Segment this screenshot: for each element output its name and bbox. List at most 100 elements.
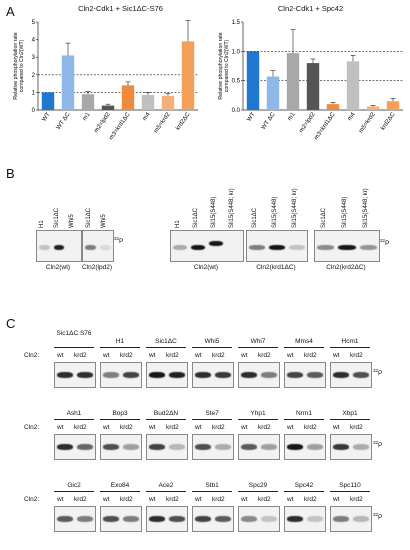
panelc-lane-wt-0-2: wt — [149, 352, 156, 359]
panelc-band-2-4-1 — [261, 516, 277, 522]
panelb-band-4-0 — [317, 245, 335, 250]
chart2-svg: Relative phosphorylation ratecompared to… — [218, 20, 403, 141]
chart1-title: Cln2-Cdk1 + Sic1ΔC-S76 — [78, 4, 163, 13]
panelc-lane-krd2-0-2: krd2 — [166, 352, 179, 359]
panelc-protein-2-5: Spc42 — [294, 482, 314, 489]
panelc-lane-wt-0-1: wt — [103, 352, 110, 359]
panelc-band-1-3-1 — [215, 444, 231, 450]
panelc-row-label-2: Cln2: — [24, 496, 40, 503]
panelc-underline-2-4 — [238, 491, 278, 492]
panelc-lane-krd2-0-6: krd2 — [350, 352, 363, 359]
chart1-xtick-label-5: m4 — [142, 111, 152, 122]
panelc-band-0-2-0 — [149, 372, 165, 378]
panelc-protein-1-4: Yhp1 — [250, 410, 266, 417]
panelc-protein-1-2: Bud2ΔN — [153, 410, 179, 417]
chart2-bar-1 — [266, 76, 280, 110]
panelc-band-2-2-0 — [149, 516, 165, 522]
panelc-band-1-5-1 — [307, 444, 323, 450]
panelb-isotope-label-right: 32P — [380, 238, 390, 248]
panelc-gel-1-0 — [54, 434, 96, 460]
panelc-band-1-5-0 — [287, 444, 303, 450]
panelb-lane-label-2-3: Sli15(S448; kr) — [229, 188, 235, 228]
panelb-gel-2 — [170, 230, 244, 262]
panelc-lane-wt-1-4: wt — [241, 424, 248, 431]
panelb-caption-4: Cln2(krd2ΔC) — [326, 264, 366, 271]
chart2-bar-2 — [286, 53, 300, 110]
chart2-ytick-label-1: 0.5 — [232, 79, 241, 85]
panelc-band-0-5-1 — [307, 372, 323, 378]
panelc-lane-krd2-2-0: krd2 — [74, 496, 87, 503]
panelc-band-0-4-0 — [241, 372, 257, 378]
panel-b: H1 Sic1ΔC Whi5 Cln2(wt) Sic1ΔC Whi5 Cln2(lpd2)… — [0, 176, 410, 311]
panelb-lane-label-0-0: H1 — [39, 220, 46, 228]
panelc-gel-0-1 — [100, 362, 142, 388]
chart2-xtick-label-5: m4 — [347, 111, 357, 122]
panelc-protein-2-1: Exo84 — [110, 482, 130, 489]
panelc-gel-0-6 — [330, 362, 372, 388]
chart1-svg: Relative phosphorylation ratecompared to… — [13, 19, 198, 141]
chart1-bar-1 — [61, 55, 75, 110]
panelc-underline-0-6 — [330, 347, 370, 348]
panelc-lane-wt-0-3: wt — [195, 352, 202, 359]
chart1-xtick-label-6: m5=krd2 — [153, 111, 172, 134]
panelb-band-1-1 — [100, 245, 111, 250]
panelc-band-0-0-1 — [77, 372, 93, 378]
chart2-xtick-label-1: WT ΔC — [261, 111, 277, 131]
panelb-lane-label-3-1: Sli15(S448) — [272, 196, 278, 228]
panelc-lane-wt-2-6: wt — [333, 496, 340, 503]
panelc-band-1-1-0 — [103, 444, 119, 450]
panelb-lane-label-4-1: Sli15(S448) — [342, 196, 348, 228]
panelb-isotope-label-left: 32P — [114, 236, 124, 246]
panelc-band-0-5-0 — [287, 372, 303, 378]
panelc-underline-0-5 — [284, 347, 324, 348]
chart2-bar-4 — [326, 104, 340, 110]
panelc-band-2-5-0 — [287, 516, 303, 522]
panelb-lane-label-4-2: Sli15(S448; kr) — [363, 188, 370, 228]
panelc-band-0-1-0 — [103, 372, 119, 378]
chart2-xtick-label-2: m1 — [287, 111, 297, 122]
panelc-gel-2-0 — [54, 506, 96, 532]
panelc-lane-wt-1-6: wt — [333, 424, 340, 431]
panelc-lane-krd2-1-2: krd2 — [166, 424, 179, 431]
panelc-gel-0-4 — [238, 362, 280, 388]
panelc-underline-2-6 — [330, 491, 370, 492]
chart1-ytick-label-1: 1 — [32, 90, 36, 96]
chart2-bar-5 — [346, 61, 360, 110]
panelc-lane-krd2-2-4: krd2 — [258, 496, 271, 503]
panelc-band-2-0-1 — [77, 516, 93, 522]
panelc-underline-2-1 — [100, 491, 140, 492]
panelc-protein-0-0: Sic1ΔC S76 — [56, 330, 92, 337]
panelc-protein-2-6: Spc110 — [339, 482, 361, 489]
panelc-lane-krd2-1-4: krd2 — [258, 424, 271, 431]
panelc-lane-wt-1-0: wt — [57, 424, 64, 431]
panelc-gel-2-5 — [284, 506, 326, 532]
panel-letter-c: C — [6, 316, 16, 331]
panelc-band-2-5-1 — [307, 516, 323, 522]
panelc-gel-1-5 — [284, 434, 326, 460]
panelb-lane-label-0-2: Whi5 — [68, 214, 75, 228]
panelc-protein-0-2: Sic1ΔC — [155, 338, 177, 345]
panelc-protein-2-4: Spc29 — [248, 482, 268, 489]
panelc-gel-1-1 — [100, 434, 142, 460]
panelc-underline-0-0 — [54, 347, 94, 348]
panelc-lane-krd2-1-0: krd2 — [74, 424, 87, 431]
chart1-xtick-label-4: m3=krd1ΔC — [108, 111, 132, 141]
panelc-lane-krd2-2-1: krd2 — [120, 496, 133, 503]
chart1-bar-2 — [81, 94, 95, 110]
panelb-lane-label-3-0: Sic1ΔC — [252, 207, 258, 228]
panelc-band-2-4-0 — [241, 516, 257, 522]
panelb-band-2-1 — [191, 245, 205, 250]
panelc-band-1-4-1 — [261, 444, 277, 450]
panelc-lane-wt-2-5: wt — [287, 496, 294, 503]
panelc-underline-1-2 — [146, 419, 186, 420]
panelc-gel-0-0 — [54, 362, 96, 388]
panelc-gel-2-6 — [330, 506, 372, 532]
panelc-protein-1-6: Xbp1 — [342, 410, 358, 417]
chart1-bar-4 — [121, 85, 135, 110]
panelc-underline-0-2 — [146, 347, 186, 348]
panelc-gel-1-4 — [238, 434, 280, 460]
panelb-lane-label-3-2: Sli15(S448; kr) — [292, 188, 298, 228]
panelc-band-2-2-1 — [169, 516, 185, 522]
panelc-lane-krd2-1-1: krd2 — [120, 424, 133, 431]
chart2-title: Cln2-Cdk1 + Spc42 — [277, 4, 344, 13]
